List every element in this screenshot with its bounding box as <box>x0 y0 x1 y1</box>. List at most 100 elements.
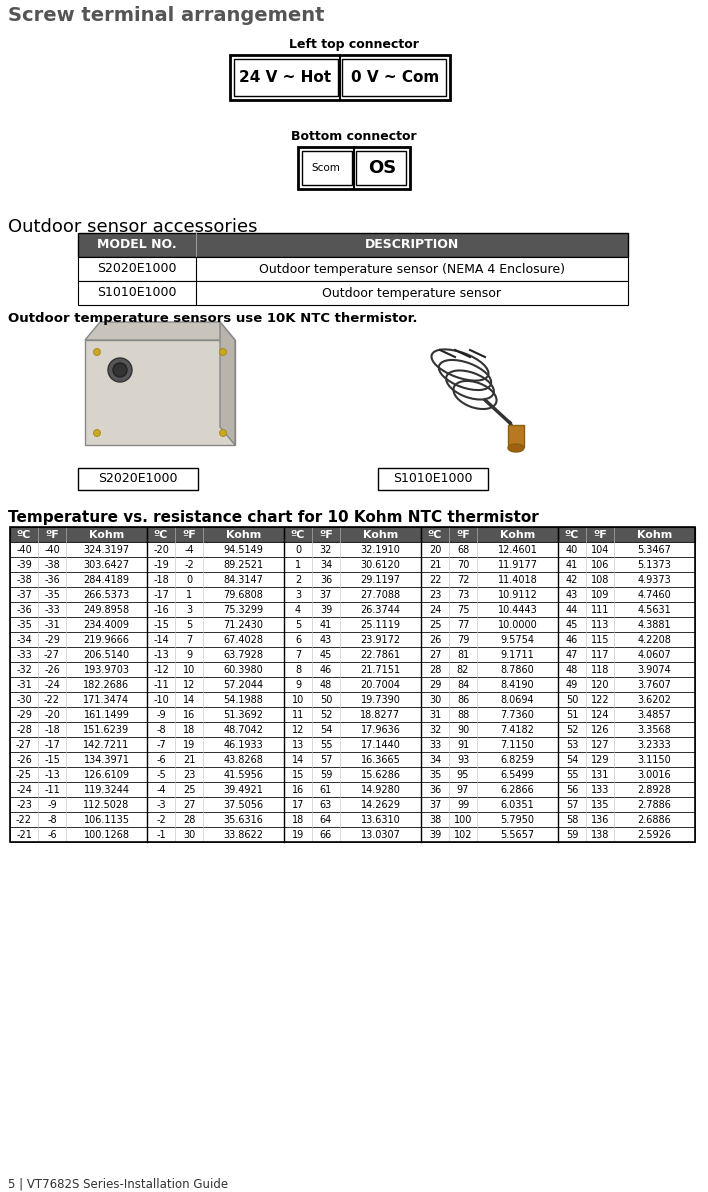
Bar <box>10 797 147 812</box>
Text: S1010E1000: S1010E1000 <box>393 472 473 485</box>
Text: -9: -9 <box>47 800 57 811</box>
Text: 9.1711: 9.1711 <box>501 650 535 660</box>
Bar <box>10 542 147 557</box>
Text: 28: 28 <box>429 665 441 675</box>
Text: 124: 124 <box>590 710 610 720</box>
Text: Outdoor temperature sensor (NEMA 4 Enclosure): Outdoor temperature sensor (NEMA 4 Enclo… <box>259 262 565 275</box>
Text: 75: 75 <box>457 606 469 615</box>
Bar <box>10 602 147 617</box>
Text: Left top connector: Left top connector <box>289 38 419 51</box>
Text: 43: 43 <box>566 590 578 600</box>
Bar <box>421 572 558 586</box>
Bar <box>284 797 421 812</box>
Text: 81: 81 <box>457 650 469 660</box>
Text: 18: 18 <box>183 725 195 735</box>
Text: 26.3744: 26.3744 <box>360 606 401 615</box>
Text: 19: 19 <box>183 740 195 750</box>
Text: -38: -38 <box>16 575 32 585</box>
Bar <box>10 737 147 752</box>
Text: 57: 57 <box>320 755 332 765</box>
Text: 46: 46 <box>320 665 332 675</box>
Text: 24 V ~ Hot: 24 V ~ Hot <box>239 70 331 85</box>
Text: ºC: ºC <box>428 530 442 540</box>
Bar <box>421 527 558 542</box>
Text: 303.6427: 303.6427 <box>84 560 130 570</box>
Text: -10: -10 <box>153 695 169 704</box>
Text: -14: -14 <box>153 635 169 645</box>
Text: -8: -8 <box>47 815 57 825</box>
Text: 4.5631: 4.5631 <box>638 606 671 615</box>
Text: 12: 12 <box>292 725 304 735</box>
Text: -33: -33 <box>44 606 60 615</box>
Text: 79.6808: 79.6808 <box>224 590 263 600</box>
Text: 109: 109 <box>590 590 609 600</box>
Text: 219.9666: 219.9666 <box>84 635 130 645</box>
Text: -26: -26 <box>16 755 32 765</box>
Bar <box>10 677 147 693</box>
Bar <box>78 257 628 281</box>
Text: 3: 3 <box>186 606 192 615</box>
Text: 24: 24 <box>429 606 441 615</box>
Text: 56: 56 <box>566 786 578 795</box>
Text: 23: 23 <box>183 770 195 780</box>
Text: 71.2430: 71.2430 <box>224 620 263 631</box>
Bar <box>147 572 284 586</box>
Bar <box>10 782 147 797</box>
Text: 53: 53 <box>566 740 578 750</box>
Text: 9: 9 <box>186 650 192 660</box>
Text: 32: 32 <box>320 545 332 555</box>
Text: 91: 91 <box>457 740 469 750</box>
Text: 14.9280: 14.9280 <box>360 786 401 795</box>
Bar <box>284 557 421 572</box>
Text: 25.1119: 25.1119 <box>360 620 401 631</box>
Bar <box>421 693 558 707</box>
Bar <box>421 617 558 632</box>
Text: 48: 48 <box>566 665 578 675</box>
Text: Temperature vs. resistance chart for 10 Kohm NTC thermistor: Temperature vs. resistance chart for 10 … <box>8 510 539 524</box>
Text: 36: 36 <box>320 575 332 585</box>
Text: S2020E1000: S2020E1000 <box>97 262 177 275</box>
Text: 19: 19 <box>292 830 304 840</box>
Bar <box>147 647 284 662</box>
Text: 10.9112: 10.9112 <box>498 590 537 600</box>
Text: -1: -1 <box>156 830 166 840</box>
Text: 26: 26 <box>429 635 441 645</box>
Text: 113: 113 <box>590 620 609 631</box>
Text: 21: 21 <box>429 560 441 570</box>
Text: 30: 30 <box>183 830 195 840</box>
Text: 93: 93 <box>457 755 469 765</box>
Bar <box>421 797 558 812</box>
Text: Screw terminal arrangement: Screw terminal arrangement <box>8 6 324 25</box>
Bar <box>558 707 695 722</box>
Text: 35: 35 <box>429 770 441 780</box>
Text: -7: -7 <box>156 740 166 750</box>
Text: ºF: ºF <box>456 530 470 540</box>
Bar <box>10 722 147 737</box>
Text: -20: -20 <box>153 545 169 555</box>
Text: 4.7460: 4.7460 <box>638 590 671 600</box>
Bar <box>284 827 421 842</box>
Text: 32.1910: 32.1910 <box>360 545 401 555</box>
Text: 15.6286: 15.6286 <box>360 770 401 780</box>
Text: 73: 73 <box>457 590 469 600</box>
Bar <box>147 557 284 572</box>
Text: 161.1499: 161.1499 <box>84 710 130 720</box>
Text: 142.7211: 142.7211 <box>84 740 130 750</box>
Text: 134.3971: 134.3971 <box>84 755 130 765</box>
Text: Outdoor temperature sensor: Outdoor temperature sensor <box>323 286 501 299</box>
Bar <box>10 766 147 782</box>
Text: 86: 86 <box>457 695 469 704</box>
Text: 126.6109: 126.6109 <box>84 770 130 780</box>
Bar <box>284 542 421 557</box>
Text: ºC: ºC <box>565 530 579 540</box>
Text: 54: 54 <box>320 725 332 735</box>
Text: 37: 37 <box>320 590 332 600</box>
Bar <box>342 58 446 97</box>
Polygon shape <box>220 322 235 445</box>
Text: -31: -31 <box>16 679 32 690</box>
Text: -15: -15 <box>153 620 169 631</box>
Text: 324.3197: 324.3197 <box>84 545 130 555</box>
Text: 206.5140: 206.5140 <box>84 650 130 660</box>
Text: 20.7004: 20.7004 <box>360 679 401 690</box>
Text: 133: 133 <box>590 786 609 795</box>
